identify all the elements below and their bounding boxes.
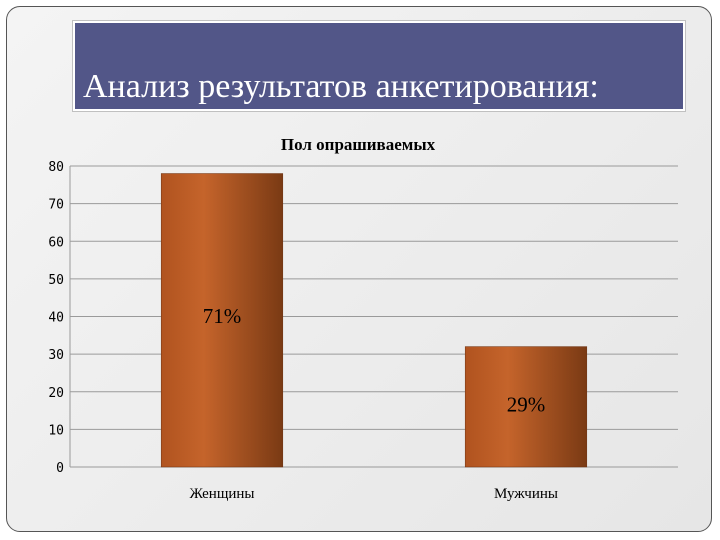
y-tick-label: 30 [48, 348, 64, 363]
bar-1 [160, 173, 284, 468]
x-tick-label: Мужчины [494, 486, 558, 502]
y-tick-label: 50 [48, 273, 64, 288]
y-tick-label: 80 [48, 160, 64, 175]
y-tick-label: 0 [56, 461, 64, 476]
y-tick-label: 60 [48, 235, 64, 250]
slide-title-band: Анализ результатов анкетирования: [73, 21, 685, 111]
bar-2 [464, 346, 588, 468]
y-tick-label: 70 [48, 198, 64, 213]
y-tick-label: 40 [48, 311, 64, 326]
x-tick-label: Женщины [189, 486, 254, 502]
chart-title: Пол опрашиваемых [281, 135, 436, 154]
slide-title: Анализ результатов анкетирования: [83, 68, 599, 105]
data-label: 29% [507, 393, 546, 417]
y-tick-label: 20 [48, 386, 64, 401]
data-label: 71% [203, 304, 242, 328]
y-tick-label: 10 [48, 423, 64, 438]
